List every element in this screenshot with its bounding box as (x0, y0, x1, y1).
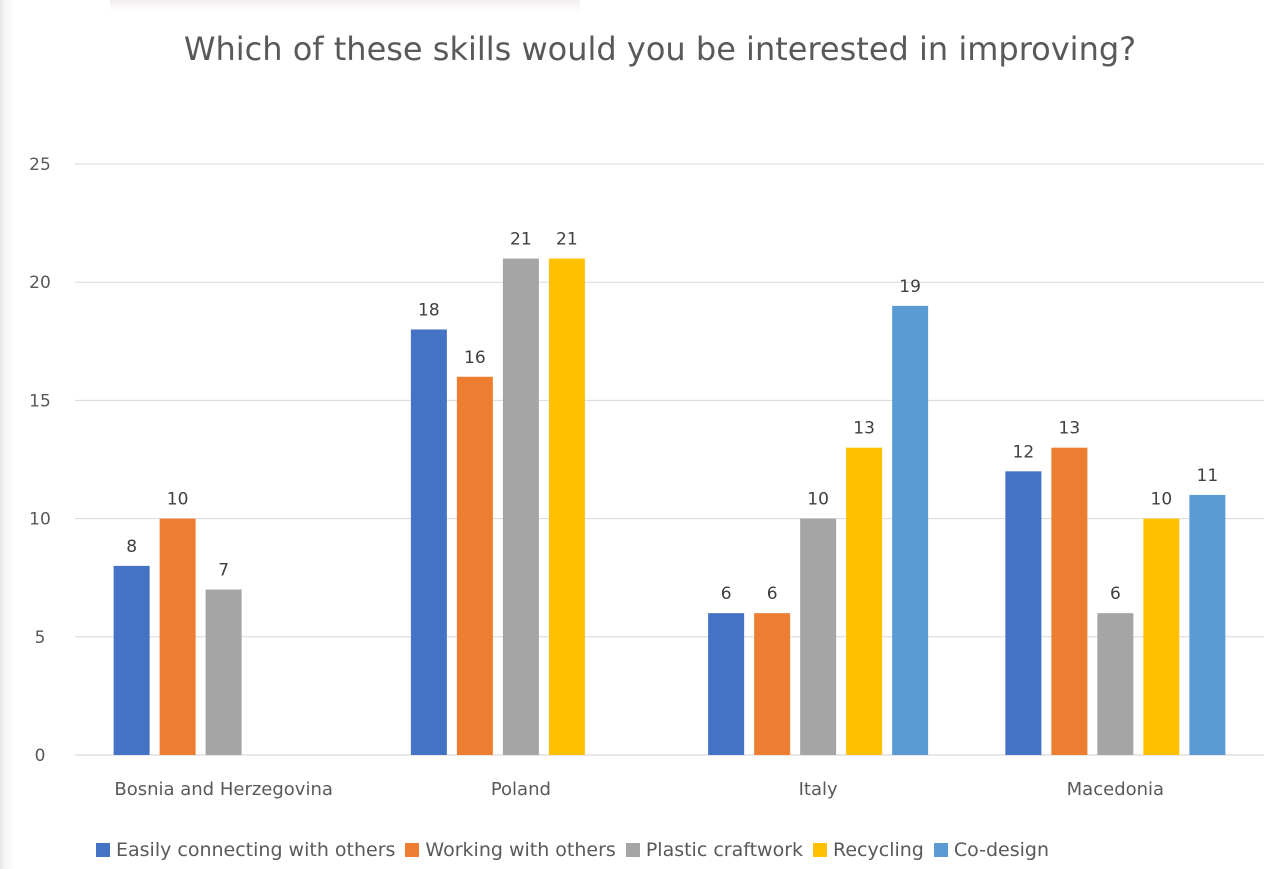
left-edge-shadow (0, 0, 14, 869)
data-label: 18 (418, 300, 440, 320)
y-tick-label: 15 (29, 391, 51, 411)
legend-item: Plastic craftwork (625, 839, 804, 861)
top-band-shadow (110, 0, 580, 12)
data-label: 11 (1197, 466, 1219, 486)
data-label: 7 (218, 561, 229, 581)
legend-label: Plastic craftwork (645, 839, 804, 861)
y-tick-label: 5 (35, 628, 46, 648)
category-label: Italy (799, 779, 838, 800)
bar (1143, 518, 1180, 755)
bar (502, 258, 539, 755)
bar (892, 305, 929, 755)
data-label: 12 (1013, 442, 1035, 462)
bar (754, 613, 791, 755)
bar (800, 518, 837, 755)
bar (410, 329, 447, 755)
category-label: Bosnia and Herzegovina (114, 779, 333, 800)
data-label: 13 (853, 419, 875, 439)
legend-item: Easily connecting with others (96, 839, 395, 861)
bar (456, 376, 493, 755)
data-label: 10 (167, 490, 189, 510)
legend-swatch (813, 843, 828, 857)
data-label: 13 (1059, 419, 1081, 439)
bar (708, 613, 745, 755)
data-label: 6 (767, 584, 778, 604)
category-label: Macedonia (1067, 779, 1164, 800)
y-tick-label: 10 (29, 510, 51, 530)
y-tick-label: 20 (29, 273, 51, 293)
chart-title: Which of these skills would you be inter… (183, 30, 1137, 68)
bar (846, 447, 883, 755)
data-label: 19 (899, 277, 921, 297)
bar (1189, 494, 1226, 755)
legend-swatch (96, 843, 110, 857)
data-label: 16 (464, 348, 486, 368)
data-label: 21 (556, 230, 578, 250)
legend-label: Recycling (833, 839, 924, 861)
legend-swatch (625, 843, 640, 857)
y-tick-label: 25 (29, 155, 51, 175)
data-label: 6 (1110, 584, 1121, 604)
data-label: 8 (126, 537, 137, 557)
bar (159, 518, 196, 755)
bar (1097, 613, 1134, 755)
legend-label: Working with others (425, 839, 616, 861)
bar (1005, 471, 1042, 755)
legend-label: Easily connecting with others (116, 839, 396, 861)
legend-item: Working with others (405, 839, 616, 861)
legend-item: Co-design (933, 839, 1049, 861)
legend-label: Co-design (953, 839, 1049, 861)
bar (548, 258, 585, 755)
legend-swatch (933, 843, 948, 857)
legend-item: Recycling (813, 839, 924, 861)
category-label: Poland (491, 779, 551, 800)
data-label: 21 (510, 230, 532, 250)
legend-swatch (405, 843, 420, 857)
bar (113, 565, 150, 755)
chart-legend: Easily connecting with others Working wit… (96, 836, 1059, 864)
data-label: 10 (807, 490, 829, 510)
y-tick-label: 0 (35, 746, 46, 766)
bar (205, 589, 242, 755)
bar (1051, 447, 1088, 755)
data-label: 6 (721, 584, 732, 604)
data-label: 10 (1151, 490, 1173, 510)
